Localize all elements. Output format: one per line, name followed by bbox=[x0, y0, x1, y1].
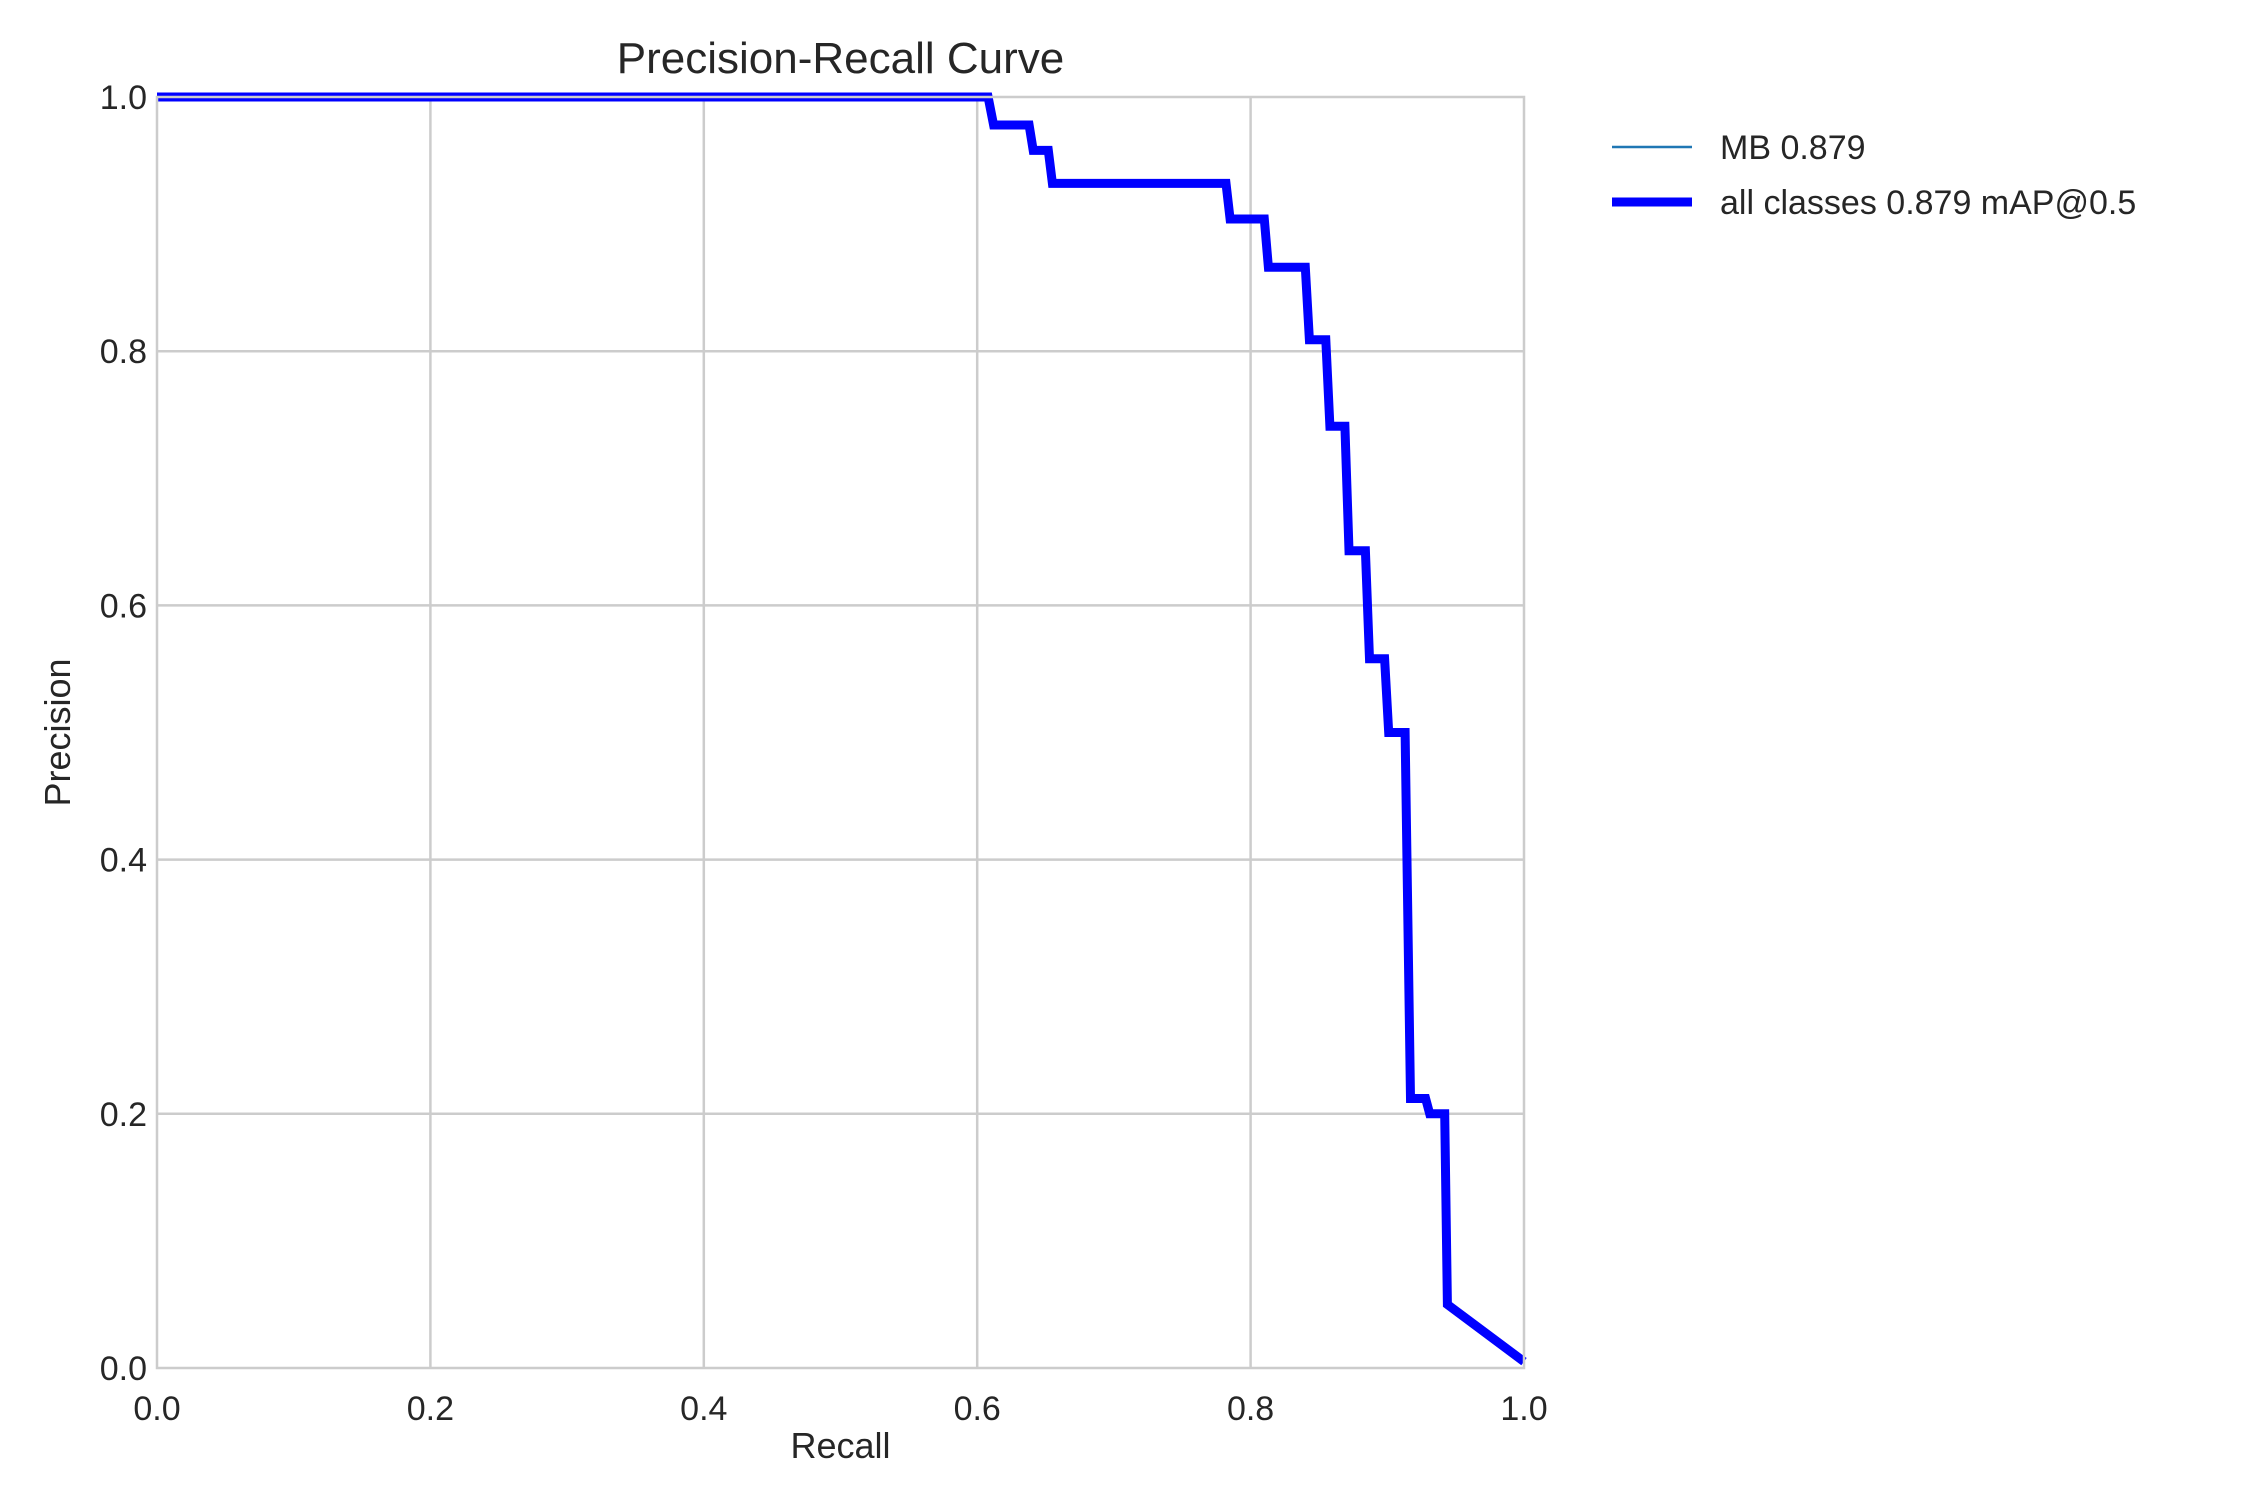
plot-frame bbox=[155, 95, 1526, 1370]
chart-title: Precision-Recall Curve bbox=[617, 34, 1064, 83]
series-layer bbox=[157, 92, 1527, 1366]
y-tick-label: 1.0 bbox=[100, 79, 147, 117]
x-tick-label: 0.2 bbox=[407, 1390, 454, 1428]
y-tick-label: 0.4 bbox=[100, 842, 147, 880]
legend-label-0: MB 0.879 bbox=[1720, 129, 1866, 167]
x-axis-label: Recall bbox=[790, 1425, 890, 1466]
y-tick-label: 0.0 bbox=[100, 1350, 147, 1388]
grid bbox=[157, 97, 1524, 1368]
y-tick-label: 0.8 bbox=[100, 333, 147, 371]
legend-label-1: all classes 0.879 mAP@0.5 bbox=[1720, 184, 2136, 222]
x-tick-labels: 0.0 0.2 0.4 0.6 0.8 1.0 bbox=[133, 1390, 1547, 1428]
y-tick-label: 0.6 bbox=[100, 587, 147, 625]
x-tick-label: 0.0 bbox=[133, 1390, 180, 1428]
x-tick-label: 1.0 bbox=[1500, 1390, 1547, 1428]
y-axis-label: Precision bbox=[37, 658, 78, 806]
series-line-1 bbox=[157, 92, 1527, 1366]
y-tick-labels: 0.0 0.2 0.4 0.6 0.8 1.0 bbox=[100, 79, 147, 1388]
x-tick-label: 0.8 bbox=[1227, 1390, 1274, 1428]
x-tick-label: 0.4 bbox=[680, 1390, 727, 1428]
legend: MB 0.879 all classes 0.879 mAP@0.5 bbox=[1612, 129, 2136, 222]
y-tick-label: 0.2 bbox=[100, 1096, 147, 1134]
x-tick-label: 0.6 bbox=[954, 1390, 1001, 1428]
